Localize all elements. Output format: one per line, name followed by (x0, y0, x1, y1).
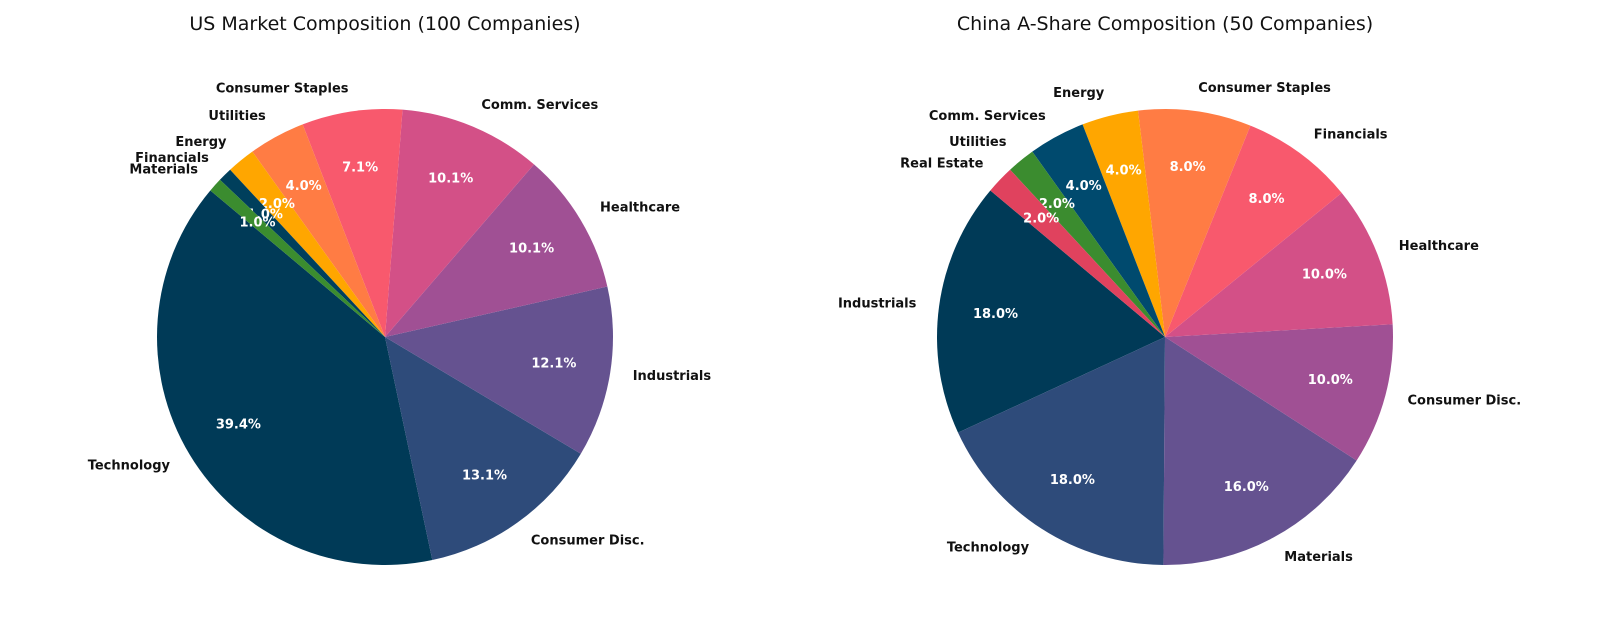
china-slice-consumer-staples-percent-label: 8.0% (1170, 160, 1206, 175)
china-slice-industrials-percent-label: 18.0% (973, 307, 1018, 322)
china-slice-materials-category-label: Materials (1284, 550, 1353, 565)
us-slice-consumer-staples-category-label: Consumer Staples (216, 81, 349, 96)
us-slice-technology (157, 190, 433, 565)
china-slice-technology-category-label: Technology (947, 540, 1030, 555)
china-slice-industrials-category-label: Industrials (838, 296, 917, 311)
us-slice-consumer-staples-percent-label: 7.1% (342, 160, 378, 175)
us-slice-technology-category-label: Technology (88, 459, 171, 474)
china-slice-healthcare-percent-label: 10.0% (1302, 268, 1347, 283)
us-slice-industrials-percent-label: 12.1% (531, 356, 576, 371)
china-slice-technology (958, 337, 1165, 565)
china-slice-real-estate-percent-label: 2.0% (1023, 212, 1059, 227)
china-pie-slices: 18.0% Industrials 18.0% Technology 16.0% Mate… (838, 81, 1521, 565)
us-slice-consumer-disc-category-label: Consumer Disc. (531, 534, 645, 549)
china-slice-energy-percent-label: 4.0% (1106, 164, 1142, 179)
us-slice-utilities-percent-label: 4.0% (286, 179, 322, 194)
china-slice-financials-percent-label: 8.0% (1248, 192, 1284, 207)
us-slice-comm-services (385, 109, 535, 337)
us-slice-materials-percent-label: 1.0% (239, 216, 275, 231)
china-slice-financials-category-label: Financials (1314, 128, 1388, 143)
us-slice-materials-category-label: Materials (129, 162, 198, 177)
china-slice-healthcare-category-label: Healthcare (1399, 239, 1479, 254)
us-slice-comm-services-category-label: Comm. Services (481, 98, 598, 113)
china-slice-industrials (937, 190, 1165, 433)
china-slice-utilities (1010, 151, 1165, 337)
us-slice-consumer-staples (302, 109, 403, 337)
china-slice-consumer-staples (1138, 109, 1251, 337)
us-slice-healthcare-category-label: Healthcare (600, 200, 680, 215)
us-slice-energy (230, 151, 385, 337)
china-slice-utilities-percent-label: 2.0% (1039, 197, 1075, 212)
china-slice-financials (1165, 125, 1342, 337)
china-slice-comm-services-percent-label: 4.0% (1066, 179, 1102, 194)
china-slice-materials (1163, 337, 1357, 565)
china-slice-real-estate (990, 169, 1165, 337)
china-slice-comm-services (1032, 124, 1165, 337)
us-slice-consumer-disc-percent-label: 13.1% (462, 469, 507, 484)
us-slice-healthcare-percent-label: 10.1% (509, 242, 554, 257)
china-slice-real-estate-category-label: Real Estate (900, 157, 983, 172)
china-slice-energy (1082, 110, 1165, 337)
china-slice-consumer-disc-percent-label: 10.0% (1308, 373, 1353, 388)
china-chart-title: China A-Share Composition (50 Companies) (957, 13, 1373, 35)
us-slice-consumer-disc (385, 337, 581, 561)
us-slice-industrials (385, 286, 613, 454)
us-pie-slices: 39.4% Technology 13.1% Consumer Disc. 12.1% I… (88, 81, 712, 565)
china-slice-energy-category-label: Energy (1053, 86, 1105, 101)
china-slice-consumer-staples-category-label: Consumer Staples (1198, 81, 1331, 96)
china-slice-consumer-disc (1165, 324, 1394, 461)
us-pie-chart: US Market Composition (100 Companies) 39… (88, 13, 712, 565)
us-slice-utilities (252, 124, 385, 337)
us-slice-industrials-category-label: Industrials (633, 369, 712, 384)
china-pie-chart: China A-Share Composition (50 Companies)… (838, 13, 1521, 565)
us-slice-materials (210, 179, 385, 337)
us-slice-financials-category-label: Financials (135, 151, 209, 166)
china-slice-materials-percent-label: 16.0% (1224, 480, 1269, 495)
us-slice-energy-percent-label: 2.0% (259, 197, 295, 212)
china-slice-technology-percent-label: 18.0% (1050, 473, 1095, 488)
us-chart-title: US Market Composition (100 Companies) (189, 13, 580, 35)
china-slice-comm-services-category-label: Comm. Services (929, 109, 1046, 124)
us-slice-healthcare (385, 164, 608, 337)
us-slice-energy-category-label: Energy (175, 135, 227, 150)
us-slice-comm-services-percent-label: 10.1% (428, 172, 473, 187)
us-slice-utilities-category-label: Utilities (208, 109, 266, 124)
china-slice-healthcare (1165, 192, 1393, 337)
us-slice-financials (219, 169, 385, 337)
china-slice-consumer-disc-category-label: Consumer Disc. (1408, 394, 1522, 409)
china-slice-utilities-category-label: Utilities (949, 135, 1007, 150)
us-slice-technology-percent-label: 39.4% (216, 418, 261, 433)
